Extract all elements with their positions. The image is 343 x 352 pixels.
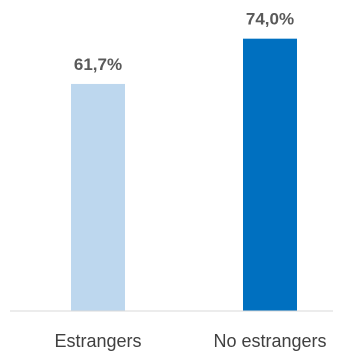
bar-estrangers (71, 83, 125, 311)
data-label-no-estrangers: 74,0% (246, 10, 294, 29)
category-label-estrangers: Estrangers (54, 331, 141, 351)
category-labels-group: Estrangers No estrangers (54, 331, 326, 351)
data-label-estrangers: 61,7% (74, 55, 122, 74)
bars-group (71, 38, 297, 312)
category-label-no-estrangers: No estrangers (213, 331, 326, 351)
bar-no-estrangers (243, 38, 297, 312)
data-labels-group: 61,7% 74,0% (74, 10, 294, 74)
